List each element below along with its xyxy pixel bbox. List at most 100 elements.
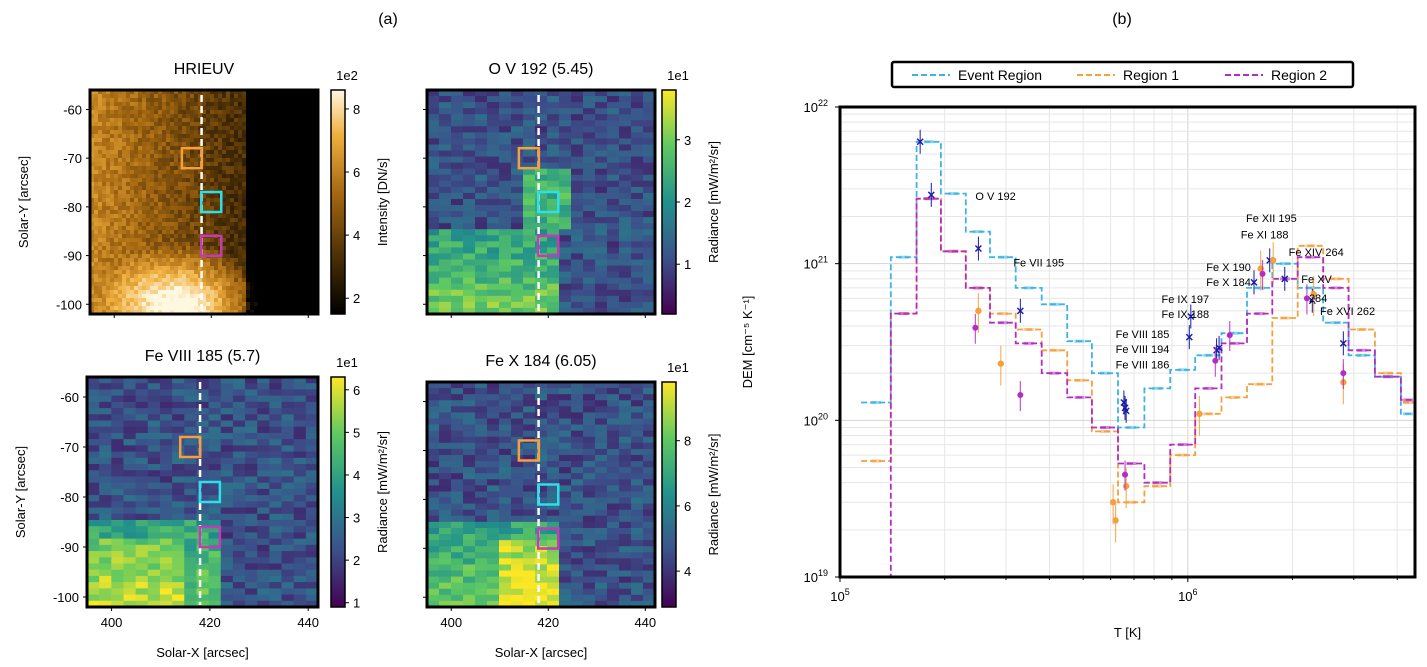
colorbar-tick-label: 8 (353, 102, 360, 117)
event-measurement (916, 129, 924, 154)
spectral-line-label: Fe XVI 262 (1320, 306, 1375, 318)
orange-box (178, 435, 202, 459)
colorbar-tick-label: 5 (353, 425, 360, 440)
map-title: HRIEUV (174, 61, 235, 78)
colorbar-tick-label: 1 (684, 257, 691, 272)
colorbar-multiplier: 1e1 (667, 68, 689, 83)
region2-measurement (1212, 346, 1219, 377)
map-frame (425, 88, 657, 316)
magenta-box (198, 525, 222, 549)
y-tick-label: -100 (56, 297, 82, 312)
region1-measurement (1112, 502, 1119, 543)
event-measurement (1016, 298, 1024, 323)
map-image (427, 382, 655, 607)
spectral-line-label: Fe VIII 185 (1116, 329, 1170, 341)
colorbar-multiplier: 1e2 (336, 68, 358, 83)
spectral-line-label: Fe XI 188 (1241, 229, 1289, 241)
map-ylabel: Solar-Y [arcsec] (13, 446, 28, 538)
colorbar-label: Intensity [DN/s] (375, 158, 390, 246)
y-tick-label: 1020 (804, 411, 828, 428)
legend-label: Event Region (958, 67, 1042, 83)
legend: Event Region Region 1 Region 2 (890, 60, 1355, 89)
orange-box (517, 439, 541, 462)
region1-measurement (997, 345, 1005, 386)
colorbar: 2 4 6 8 1e2 Intensity [DN/s] (330, 68, 390, 315)
region2-measurement (1122, 460, 1129, 491)
map-image (427, 90, 655, 314)
spectral-line-label: 284 (1309, 293, 1327, 305)
region2-measurement (1226, 321, 1233, 352)
event-measurement (1185, 325, 1193, 350)
map-panel-hrieuv: HRIEUV -60 -70 -80 -90 -100 Solar-Y [arcsec] 2 4… (16, 61, 390, 318)
legend-label: Region 2 (1271, 67, 1327, 83)
region1-measurement (1196, 395, 1203, 436)
map-frame (88, 88, 320, 316)
colorbar-tick-label: 2 (353, 553, 360, 568)
event-measurement (1187, 304, 1195, 329)
y-tick-label: -80 (63, 200, 82, 215)
spectral-line-label: Fe IX 197 (1161, 294, 1209, 306)
region1-measurement (1269, 242, 1277, 283)
map-title: O V 192 (5.45) (489, 61, 594, 78)
colorbar-tick-label: 4 (684, 564, 691, 579)
x-tick-label: 420 (199, 615, 221, 630)
cyan-box (537, 190, 560, 214)
colorbar: 1 2 3 1e1 Radiance [mW/m²/sr] (661, 68, 721, 315)
map-panel-fe8185: Fe VIII 185 (5.7) -60 -70 -80 -90 -100 400 420 4… (13, 348, 390, 660)
colorbar-tick-label: 2 (684, 195, 691, 210)
colorbar-tick-label: 3 (684, 133, 691, 148)
map-title: Fe VIII 185 (5.7) (145, 348, 261, 365)
legend-label: Region 1 (1123, 67, 1179, 83)
y-tick-label: -70 (63, 151, 82, 166)
grid (839, 107, 1415, 578)
map-title: Fe X 184 (6.05) (485, 353, 596, 370)
spectral-line-label: Fe XII 195 (1246, 213, 1297, 225)
dem-chart: O V 192 Fe VII 195 Fe VIII 185 Fe VIII 194 F… (740, 60, 1417, 640)
x-tick-label: 440 (297, 615, 319, 630)
colorbar-tick-label: 8 (684, 434, 691, 449)
spectral-line-label: Fe X 190 (1206, 262, 1251, 274)
map-image (87, 377, 318, 607)
colorbar-label: Radiance [mW/m²/sr] (706, 141, 721, 263)
y-tick-label: 1022 (804, 98, 828, 115)
map-frame (85, 375, 320, 609)
region1-measurement (1310, 276, 1317, 317)
event-measurement (974, 236, 982, 261)
event-measurement (1281, 266, 1289, 291)
spectral-line-label: O V 192 (975, 191, 1015, 203)
y-tick-label: 1021 (804, 255, 828, 272)
map-ylabel: Solar-Y [arcsec] (16, 156, 31, 248)
region2-measurement (972, 313, 979, 344)
map-xlabel: Solar-X [arcsec] (495, 645, 587, 660)
x-tick-label: 420 (537, 615, 559, 630)
y-tick-label: -90 (63, 249, 82, 264)
map-frame (425, 380, 657, 609)
event-measurement (1339, 331, 1347, 356)
colorbar-tick-label: 6 (353, 165, 360, 180)
chart-frame (838, 105, 1417, 579)
spectral-line-label: Fe VII 195 (1013, 257, 1064, 269)
colorbar-label: Radiance [mW/m²/sr] (706, 433, 721, 555)
map-panel-ov192: O V 192 (5.45) 1 2 3 1e1 Radiance [mW/m²/sr] (423, 61, 721, 318)
map-panel-fe10184: Fe X 184 (6.05) 400 420 440 Solar-X [arcsec]… (423, 353, 721, 660)
spectral-line-label: Fe VIII 186 (1116, 359, 1170, 371)
y-tick-label: -80 (60, 490, 79, 505)
spectral-line-label: Fe XIV 264 (1289, 247, 1344, 259)
region2-measurement (1017, 381, 1024, 412)
colorbar-tick-label: 3 (353, 511, 360, 526)
event-measurement (1250, 270, 1258, 295)
x-tick-label: 440 (634, 615, 656, 630)
x-tick-label: 105 (830, 587, 849, 604)
cyan-box (200, 190, 223, 214)
y-axis-label: DEM [cm⁻⁵ K⁻¹] (740, 296, 755, 389)
spectral-line-label: Fe XV (1301, 274, 1332, 286)
colorbar-tick-label: 2 (353, 291, 360, 306)
colorbar-tick-label: 1 (353, 596, 360, 611)
colorbar-label: Radiance [mW/m²/sr] (375, 431, 390, 553)
spectral-line-label: Fe X 184 (1206, 277, 1251, 289)
colorbar: 1 2 3 4 5 6 1e1 Radiance [mW/m²/sr] (330, 355, 390, 611)
region2-measurement (1259, 259, 1266, 290)
spectral-line-label: Fe IX 188 (1161, 309, 1209, 321)
map-panels: HRIEUV -60 -70 -80 -90 -100 Solar-Y [arcsec] 2 4… (13, 61, 721, 660)
